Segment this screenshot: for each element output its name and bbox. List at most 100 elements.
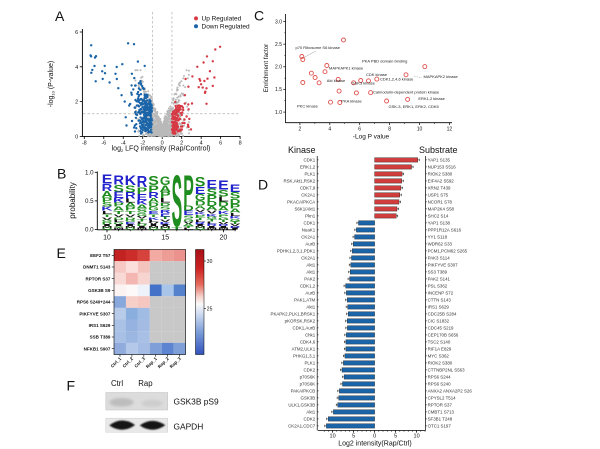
svg-text:D: D [183, 205, 194, 212]
svg-text:Kinase: Kinase [288, 145, 316, 155]
svg-text:1.0: 1.0 [85, 170, 94, 177]
svg-text:T: T [218, 219, 229, 223]
svg-text:K: K [218, 210, 230, 215]
svg-text:IRS1 S629: IRS1 S629 [89, 323, 111, 328]
svg-text:E: E [218, 179, 229, 193]
svg-text:R: R [125, 191, 136, 201]
svg-text:T: T [148, 213, 159, 217]
svg-text:PAK1,ATM: PAK1,ATM [294, 297, 315, 302]
svg-text:T: T [206, 219, 217, 223]
svg-text:A: A [183, 224, 194, 227]
svg-text:GSK-3, ERK1, ERK2, CDK5: GSK-3, ERK1, ERK2, CDK5 [389, 104, 440, 109]
svg-text:K: K [125, 174, 137, 189]
svg-text:Q: Q [125, 228, 136, 231]
svg-text:CPYSL2 T514: CPYSL2 T514 [428, 395, 457, 400]
svg-text:Q: Q [148, 228, 159, 231]
svg-text:S: S [218, 188, 229, 199]
svg-text:Ctrl: Ctrl [111, 379, 123, 388]
svg-text:CDK1: CDK1 [303, 158, 315, 163]
svg-text:E: E [148, 210, 159, 215]
svg-text:CK2A1,CDC7: CK2A1,CDC7 [288, 423, 316, 428]
svg-text:L: L [218, 195, 229, 203]
svg-text:NUP153 S516: NUP153 S516 [428, 165, 457, 170]
svg-text:p70S6K: p70S6K [300, 381, 316, 386]
svg-text:CDK1,AurB: CDK1,AurB [292, 325, 315, 330]
svg-text:PDHK1,2,3,1,PDK1: PDHK1,2,3,1,PDK1 [277, 249, 316, 254]
svg-text:D: D [148, 202, 159, 208]
svg-text:MYC S362: MYC S362 [428, 353, 450, 358]
svg-text:D: D [102, 222, 113, 226]
svg-text:CDK kinase: CDK kinase [366, 72, 388, 77]
svg-text:12: 12 [447, 127, 453, 133]
svg-text:8: 8 [388, 127, 391, 133]
svg-text:PKA PBD domain binding: PKA PBD domain binding [362, 59, 407, 64]
svg-text:V: V [102, 217, 113, 221]
svg-text:PLK1: PLK1 [304, 360, 315, 365]
svg-text:AurB: AurB [305, 242, 315, 247]
svg-text:ANXA2 ANXA2P2 S26: ANXA2 ANXA2P2 S26 [428, 388, 473, 393]
svg-text:K: K [148, 217, 160, 221]
svg-text:EEF2 T57: EEF2 T57 [90, 253, 111, 258]
svg-text:P: P [230, 203, 241, 210]
svg-text:D: D [125, 216, 136, 220]
svg-text:D: D [258, 177, 268, 193]
svg-text:20: 20 [220, 235, 228, 242]
svg-text:C: C [254, 8, 264, 24]
svg-text:L: L [206, 221, 217, 225]
svg-text:PIKFYVE S307: PIKFYVE S307 [428, 262, 459, 267]
svg-text:10: 10 [417, 127, 423, 133]
svg-text:NFKB1 S907: NFKB1 S907 [84, 346, 111, 351]
svg-text:S: S [125, 183, 136, 195]
svg-text:1.5: 1.5 [275, 87, 282, 93]
svg-text:4: 4 [200, 141, 203, 147]
svg-text:G: G [137, 212, 148, 217]
svg-text:A: A [148, 197, 160, 204]
svg-text:M: M [148, 226, 159, 229]
svg-text:YAP1 S135: YAP1 S135 [428, 158, 451, 163]
svg-text:6: 6 [75, 30, 78, 36]
svg-text:M: M [160, 226, 171, 229]
svg-text:G: G [206, 216, 217, 220]
svg-text:EIF4A2 S592: EIF4A2 S592 [428, 179, 455, 184]
svg-text:G: G [148, 206, 159, 212]
svg-text:V: V [160, 219, 171, 223]
svg-text:-8: -8 [82, 141, 87, 147]
svg-text:log2 LFQ intensity (Rap/Contro: log2 LFQ intensity (Rap/Control) [112, 146, 211, 153]
svg-text:RPS6 S244: RPS6 S244 [428, 374, 452, 379]
svg-text:T: T [102, 213, 113, 217]
svg-text:E: E [102, 173, 113, 187]
svg-text:ATM2,ULK1: ATM2,ULK1 [292, 346, 316, 351]
svg-text:M: M [195, 226, 206, 229]
svg-text:V: V [137, 216, 148, 220]
svg-text:D: D [113, 216, 124, 220]
svg-text:I: I [160, 224, 171, 227]
svg-text:I: I [207, 226, 218, 229]
svg-text:L: L [230, 211, 241, 217]
svg-text:M: M [206, 227, 217, 230]
svg-text:L: L [137, 221, 148, 225]
svg-text:L: L [183, 227, 194, 230]
svg-text:M: M [125, 226, 136, 229]
svg-text:-4: -4 [121, 141, 126, 147]
svg-text:GAPDH: GAPDH [174, 421, 204, 431]
svg-text:2: 2 [299, 127, 302, 133]
svg-text:6: 6 [219, 141, 222, 147]
svg-text:T: T [195, 217, 206, 221]
svg-text:Akt kinase: Akt kinase [327, 78, 346, 83]
svg-text:S: S [230, 190, 241, 201]
svg-text:XRN2 T439: XRN2 T439 [428, 186, 451, 191]
svg-text:I: I [148, 224, 159, 227]
svg-text:CDC25B S284: CDC25B S284 [428, 311, 457, 316]
svg-text:V: V [125, 214, 136, 218]
svg-text:A: A [229, 207, 241, 214]
svg-text:G: G [113, 222, 124, 226]
svg-text:T: T [183, 226, 194, 229]
svg-text:Pkn1: Pkn1 [305, 214, 316, 219]
svg-text:-2: -2 [140, 141, 145, 147]
svg-text:T: T [172, 226, 183, 230]
svg-text:PPP1R12A S616: PPP1R12A S616 [428, 228, 462, 233]
svg-text:1.0: 1.0 [275, 110, 282, 116]
svg-text:2.0: 2.0 [275, 65, 282, 71]
svg-text:R: R [113, 173, 124, 187]
svg-text:I: I [218, 226, 229, 229]
